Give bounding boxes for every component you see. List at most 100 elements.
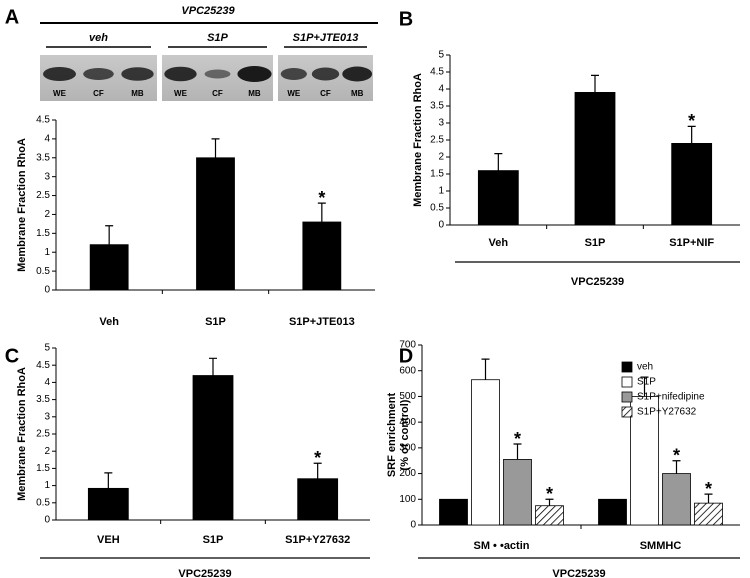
y-tick-label: 0 (44, 285, 50, 296)
blot-band (204, 69, 231, 79)
y-axis-label: SRF enrichment (386, 392, 398, 477)
y-tick-label: 2 (438, 152, 444, 163)
y-tick-label: 2.5 (36, 190, 50, 201)
blot-band (121, 67, 154, 81)
group-label: VPC25239 (178, 568, 231, 578)
bar (535, 505, 564, 526)
blot-band (237, 66, 272, 82)
y-tick-label: 5 (44, 343, 50, 354)
y-tick-label: 2 (44, 446, 50, 457)
error-bar (317, 202, 326, 222)
error-bar (481, 358, 490, 380)
y-tick-label: 400 (399, 417, 416, 428)
y-axis-label: Membrane Fraction RhoA (16, 367, 28, 501)
y-tick-label: 0 (410, 520, 416, 531)
y-tick-label: 0.5 (36, 266, 50, 277)
error-bar (687, 125, 696, 144)
x-tick-label: S1P (205, 316, 226, 328)
y-tick-label: 1 (44, 480, 50, 491)
significance-mark: * (673, 445, 680, 465)
y-tick-label: 4.5 (430, 67, 444, 78)
error-bar (313, 462, 322, 479)
y-tick-label: 1.5 (430, 169, 444, 180)
y-tick-label: 3.5 (36, 152, 50, 163)
y-axis-label: (% of control) (399, 399, 411, 470)
blot-lane-label: WE (174, 89, 188, 98)
x-tick-label: S1P+Y27632 (285, 534, 350, 546)
x-tick-label: Veh (99, 316, 119, 328)
y-tick-label: 300 (399, 442, 416, 453)
bar (662, 473, 691, 526)
error-bar (545, 498, 554, 506)
y-tick-label: 2 (44, 209, 50, 220)
significance-mark: * (514, 429, 521, 449)
blot-lane-label: MB (248, 89, 261, 98)
bar (302, 221, 342, 291)
y-tick-label: 3.5 (36, 394, 50, 405)
y-tick-label: 500 (399, 391, 416, 402)
y-tick-label: 0.5 (430, 203, 444, 214)
panel-letter: D (399, 345, 413, 367)
x-tick-label: S1P (203, 534, 224, 546)
y-tick-label: 1 (438, 186, 444, 197)
blot-band (83, 68, 114, 80)
y-tick-label: 0 (438, 220, 444, 231)
bar (89, 244, 129, 291)
blot-lane-label: MB (351, 89, 364, 98)
y-tick-label: 4.5 (36, 115, 50, 126)
error-bar (513, 443, 522, 460)
bar (297, 478, 339, 521)
bar (477, 170, 519, 226)
error-bar (591, 74, 599, 93)
bar (192, 375, 234, 521)
x-tick-label: SM • •actin (474, 540, 530, 552)
blot-lane-label: CF (212, 89, 223, 98)
error-bar (104, 472, 113, 489)
blot-group-label: S1P (207, 32, 228, 44)
error-bar (704, 493, 713, 504)
y-tick-label: 200 (399, 468, 416, 479)
y-tick-label: 2.5 (36, 429, 50, 440)
blot-band (280, 68, 307, 80)
error-bar (640, 376, 649, 397)
blot-lane-label: CF (320, 89, 331, 98)
y-axis-label: Membrane Fraction RhoA (16, 138, 28, 272)
error-bar (209, 357, 217, 376)
group-label: VPC25239 (571, 276, 624, 288)
blot-band (164, 66, 197, 82)
y-tick-label: 4 (44, 377, 50, 388)
y-axis-label: Membrane Fraction RhoA (412, 73, 424, 207)
y-tick-label: 100 (399, 494, 416, 505)
error-bar (494, 153, 503, 171)
bar (694, 502, 723, 526)
x-tick-label: VEH (97, 534, 120, 546)
y-tick-label: 3.5 (430, 101, 444, 112)
blot-title: VPC25239 (181, 5, 235, 17)
blot-band (342, 66, 373, 82)
significance-mark: * (705, 479, 712, 499)
bar (471, 379, 500, 526)
legend-label: S1P+nifedipine (637, 392, 705, 403)
group-label: VPC25239 (552, 568, 605, 578)
x-tick-label: Veh (489, 237, 509, 249)
bar (598, 498, 627, 526)
blot-group-label: S1P+JTE013 (293, 32, 359, 44)
y-tick-label: 600 (399, 365, 416, 376)
blot-band (43, 67, 76, 81)
x-tick-label: S1P (585, 237, 606, 249)
legend-label: veh (637, 362, 653, 373)
bar (574, 92, 616, 226)
legend-swatch (621, 406, 633, 418)
error-bar (211, 138, 220, 158)
y-tick-label: 0.5 (36, 497, 50, 508)
error-bar (105, 225, 114, 245)
legend-label: S1P+Y27632 (637, 407, 697, 418)
y-tick-label: 3 (438, 118, 444, 129)
y-tick-label: 5 (438, 50, 444, 61)
blot-lane-label: CF (93, 89, 104, 98)
blot-lane-label: MB (131, 89, 144, 98)
y-tick-label: 4 (44, 134, 50, 145)
x-tick-label: SMMHC (640, 540, 682, 552)
y-tick-label: 700 (399, 340, 416, 351)
